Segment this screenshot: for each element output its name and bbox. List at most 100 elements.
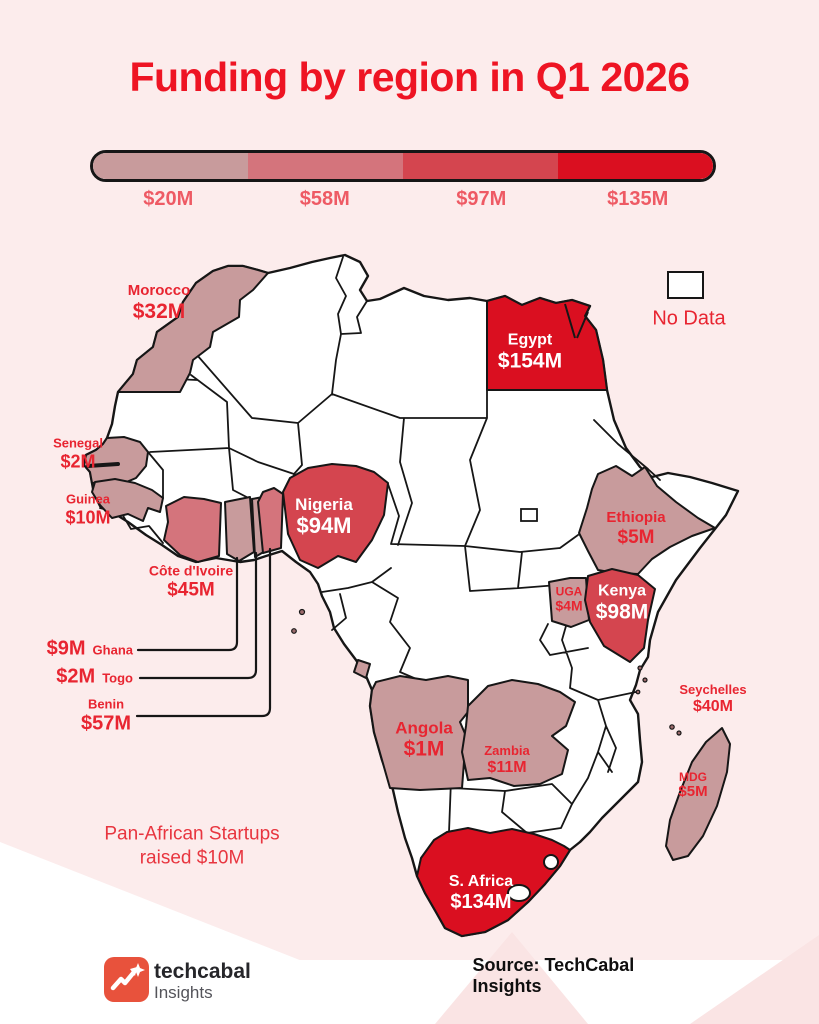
country-name: Nigeria: [295, 495, 353, 515]
label-south-africa: S. Africa $134M: [449, 873, 513, 913]
benin-callout-line: [135, 547, 272, 718]
country-name: Côte d'Ivoire: [148, 562, 234, 579]
country-nigeria: [282, 463, 389, 569]
legend-tick: $97M: [456, 188, 507, 210]
country-value: $32M: [132, 299, 186, 323]
ghana-callout-line: [136, 556, 239, 652]
country-benin: [257, 487, 284, 554]
label-cote-divoire: Côte d'Ivoire $45M: [148, 562, 234, 601]
country-value: $2M: [56, 665, 96, 688]
country-value: $11M: [487, 758, 527, 776]
country-name: Togo: [102, 670, 133, 686]
lesotho-enclave: [507, 884, 531, 902]
legend-segment-4: [558, 153, 713, 179]
background-triangle-center: [435, 932, 588, 1024]
legend-tick: $135M: [607, 188, 669, 210]
country-name: Benin: [87, 696, 125, 712]
country-name: MDG: [679, 769, 707, 784]
eswatini-enclave: [543, 854, 559, 870]
no-data-label: No Data: [652, 307, 726, 330]
legend-tick-labels: $20M $58M $97M $135M: [90, 188, 716, 211]
country-value: $154M: [497, 349, 563, 373]
label-senegal: Senegal $2M: [53, 435, 103, 472]
country-name: Ghana: [92, 642, 133, 658]
country-name: Senegal: [53, 435, 103, 451]
pan-african-line1: Pan-African Startups: [104, 823, 280, 845]
map-inset-box: [520, 508, 538, 522]
label-madagascar: MDG $5M: [678, 769, 708, 801]
legend-color-bar: [90, 150, 716, 182]
sinai-gulf-lines: [564, 303, 589, 339]
pan-african-line2: raised $10M: [139, 847, 245, 868]
trending-up-icon: [110, 963, 145, 991]
label-ghana: $9M Ghana: [47, 638, 133, 661]
background-triangle-right: [690, 935, 819, 1024]
country-value: $1M: [403, 737, 445, 761]
country-name: Seychelles: [679, 681, 747, 697]
country-ethiopia: [578, 465, 716, 575]
country-value: $10M: [65, 507, 111, 528]
label-togo: $2M Togo: [56, 666, 133, 689]
country-kenya: [584, 568, 656, 663]
country-name: UGA: [555, 584, 583, 599]
country-guinea: [91, 478, 164, 522]
country-value: $9M: [46, 637, 86, 660]
country-name: Kenya: [597, 582, 647, 600]
small-islands: [291, 608, 682, 736]
seychelles-island: [676, 730, 682, 736]
country-ghana: [224, 496, 255, 562]
country-value: $94M: [296, 513, 352, 539]
callout-lines: [135, 547, 272, 718]
country-name: Morocco: [127, 281, 191, 299]
country-value: $57M: [80, 712, 132, 735]
legend-tick: $20M: [143, 188, 194, 210]
country-value: $4M: [555, 597, 583, 614]
label-egypt: Egypt $154M: [498, 331, 562, 372]
source-credit: Source: TechCabal Insights: [472, 955, 635, 996]
legend-segment-3: [403, 153, 558, 179]
country-name: S. Africa: [448, 872, 514, 890]
country-south-africa: [416, 827, 571, 937]
country-morocco: [117, 265, 269, 393]
label-kenya: Kenya $98M: [596, 582, 649, 623]
sparkle-icon: [131, 963, 145, 977]
label-ethiopia: Ethiopia $5M: [606, 508, 666, 548]
country-egypt: [486, 295, 608, 391]
label-seychelles: Seychelles $40M: [679, 681, 747, 715]
gambia-sliver: [86, 462, 120, 468]
country-angola-cabinda: [353, 659, 371, 679]
label-guinea: Guinea $10M: [65, 491, 111, 528]
country-madagascar: [665, 727, 731, 861]
legend-tick: $58M: [299, 188, 350, 210]
togo-callout-line: [138, 551, 258, 680]
legend-segment-2: [248, 153, 403, 179]
logo-wordmark: techcabal: [154, 960, 251, 983]
country-value: $5M: [617, 526, 655, 548]
country-value: $45M: [167, 579, 215, 601]
country-name: Zambia: [484, 742, 530, 758]
seychelles-island: [669, 724, 675, 730]
label-morocco: Morocco $32M: [127, 281, 191, 323]
label-uganda: UGA $4M: [555, 584, 583, 614]
country-value: $134M: [450, 890, 512, 913]
no-data-swatch: [667, 271, 704, 299]
country-zambia: [461, 679, 576, 787]
country-name: Ethiopia: [606, 508, 666, 526]
label-zambia: Zambia $11M: [484, 742, 530, 776]
country-value: $5M: [678, 783, 708, 801]
map-overlays: [86, 303, 682, 902]
page-title: Funding by region in Q1 2026: [129, 54, 690, 100]
techcabal-logo-icon: [104, 957, 149, 1002]
country-name: Egypt: [507, 331, 553, 349]
label-benin: Benin $57M: [80, 696, 132, 735]
country-name: Guinea: [65, 491, 111, 507]
country-value: $98M: [595, 600, 649, 624]
country-value: $2M: [60, 451, 96, 472]
country-zimbabwe-border: [501, 783, 573, 834]
label-nigeria: Nigeria $94M: [295, 495, 353, 539]
pan-african-note: Pan-African Startups raised $10M: [104, 822, 279, 870]
label-angola: Angola $1M: [395, 719, 453, 762]
legend-segment-1: [93, 153, 248, 179]
